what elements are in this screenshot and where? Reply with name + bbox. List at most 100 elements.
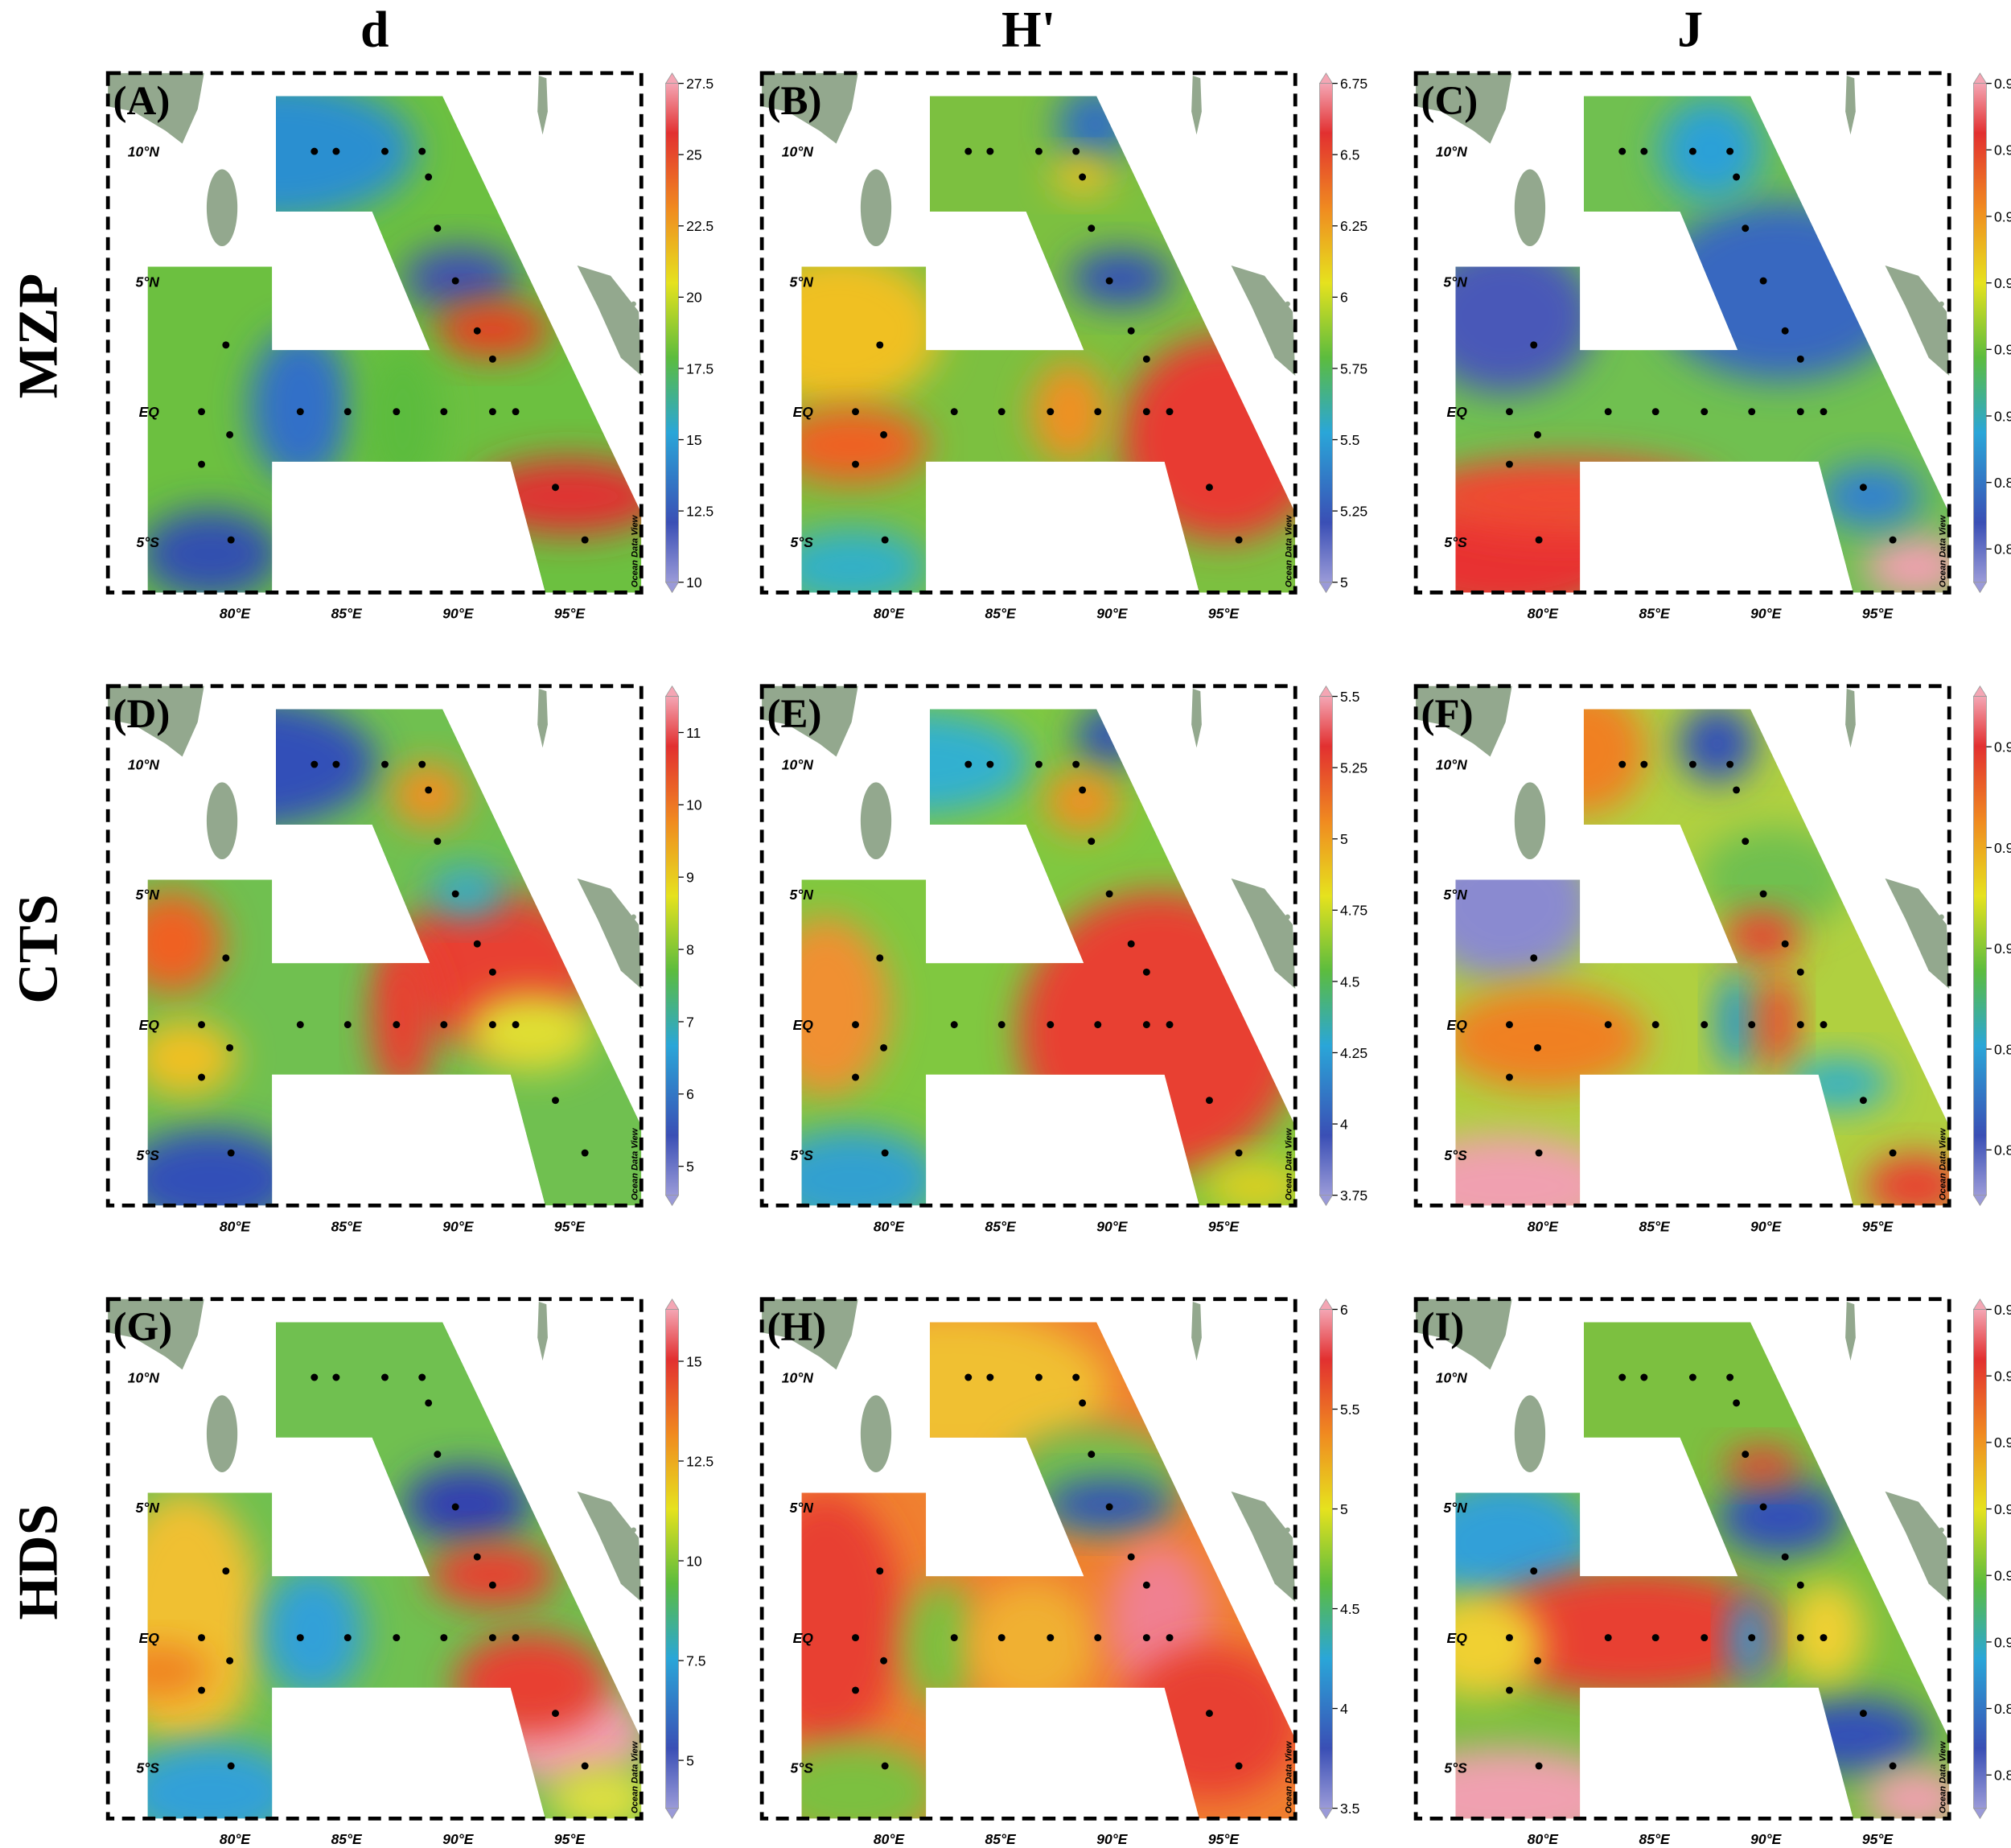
station xyxy=(1142,1021,1150,1029)
field-blob xyxy=(801,1491,903,1748)
lon-label: 95°E xyxy=(1208,1218,1240,1234)
colorbar-tick-label: 0.94 xyxy=(1994,142,2011,158)
station xyxy=(488,968,496,976)
map-frame xyxy=(105,684,644,1208)
station xyxy=(222,954,230,962)
colorbar-tick-label: 4.5 xyxy=(1340,1601,1359,1617)
map-frame xyxy=(759,71,1297,595)
land xyxy=(1191,688,1202,748)
station xyxy=(1072,760,1080,768)
station xyxy=(440,1021,448,1029)
land xyxy=(108,685,204,757)
colorbar-tick-label: 6 xyxy=(686,1086,694,1102)
station xyxy=(950,1021,958,1029)
station xyxy=(1072,1373,1080,1381)
land xyxy=(1845,76,1856,135)
station xyxy=(1618,1373,1626,1381)
land xyxy=(631,914,636,920)
station xyxy=(1505,1021,1513,1029)
row-title: HDS xyxy=(7,1504,69,1620)
land xyxy=(577,878,642,989)
field-blob xyxy=(1455,1478,1596,1607)
map-frame xyxy=(1413,71,1951,595)
field-blob xyxy=(1069,249,1173,307)
station xyxy=(434,838,442,846)
land xyxy=(1416,1299,1512,1370)
station xyxy=(852,1686,859,1694)
watermark: Ocean Data View xyxy=(1938,1127,1947,1200)
field-blob xyxy=(147,891,224,994)
station xyxy=(880,430,888,438)
station xyxy=(1748,1021,1756,1029)
station xyxy=(1505,1686,1513,1694)
field-blob xyxy=(147,1019,236,1097)
land xyxy=(1285,1527,1290,1533)
map-panel: (C) 10°N 5°N EQ 5°S 80°E 85°E 90°E 95°E Ocean Dat… xyxy=(1413,71,2011,621)
map-frame xyxy=(105,1297,644,1821)
field-blob xyxy=(147,1128,301,1206)
station xyxy=(1742,1451,1750,1459)
station xyxy=(512,408,520,416)
station xyxy=(1534,430,1541,438)
colorbar-tick-label: 5.5 xyxy=(1340,1401,1359,1418)
colorbar-tick-label: 0.92 xyxy=(1994,1501,2011,1517)
station xyxy=(1079,1399,1087,1407)
station xyxy=(1094,1634,1102,1642)
station xyxy=(1142,408,1150,416)
colorbar-tick-label: 0.89 xyxy=(1994,1701,2011,1717)
land xyxy=(1191,1301,1202,1361)
lat-label: 5°S xyxy=(1444,1760,1467,1776)
field-blob xyxy=(1455,1594,1544,1697)
station xyxy=(198,1634,206,1642)
colorbar-end xyxy=(1972,72,1988,84)
lon-label: 80°E xyxy=(220,1218,251,1234)
field-blob xyxy=(1056,96,1134,163)
watermark: Ocean Data View xyxy=(1938,514,1947,587)
lat-label: 5°N xyxy=(789,887,813,903)
station xyxy=(198,1021,206,1029)
colorbar xyxy=(665,83,679,583)
colorbar-end xyxy=(664,1299,680,1310)
contour-field xyxy=(1455,709,1950,1206)
colorbar-tick-label: 0.94 xyxy=(1994,739,2011,755)
lon-label: 80°E xyxy=(220,605,251,621)
lat-label: EQ xyxy=(1447,1017,1468,1033)
lon-label: 90°E xyxy=(1750,605,1782,621)
lat-label: EQ xyxy=(793,404,814,420)
station xyxy=(881,1149,889,1157)
station xyxy=(1748,408,1756,416)
lat-label: 10°N xyxy=(128,1369,159,1385)
station xyxy=(1034,1373,1043,1381)
lat-label: 5°N xyxy=(789,274,813,290)
lon-label: 80°E xyxy=(874,1218,905,1234)
watermark: Ocean Data View xyxy=(1284,1127,1293,1200)
lat-label: 10°N xyxy=(128,143,159,159)
colorbar-end xyxy=(664,72,680,84)
station xyxy=(198,1073,206,1081)
land xyxy=(631,301,636,307)
colorbar-tick-label: 0.92 xyxy=(1994,840,2011,856)
field-blob xyxy=(801,1128,942,1206)
map-panel: (A) 10°N 5°N EQ 5°S 80°E 85°E 90°E 95°E Ocean Dat… xyxy=(105,71,714,621)
field-blob xyxy=(1717,970,1756,1074)
station xyxy=(1820,408,1828,416)
station xyxy=(1127,1553,1135,1561)
colorbar-end xyxy=(664,685,680,697)
colorbar xyxy=(1973,83,1987,583)
station xyxy=(1604,408,1612,416)
column-title: J xyxy=(1677,0,1703,57)
field-blob xyxy=(1121,1645,1296,1800)
field-blob xyxy=(1204,1160,1296,1206)
panel-label: (G) xyxy=(113,1305,173,1350)
field-blob xyxy=(550,1767,642,1819)
station xyxy=(1820,1021,1828,1029)
colorbar-tick-label: 12.5 xyxy=(686,1453,714,1469)
land xyxy=(1845,688,1856,748)
field-blob xyxy=(967,1581,1096,1710)
colorbar-end xyxy=(1972,1299,1988,1310)
field-blob xyxy=(434,301,551,358)
station xyxy=(1781,940,1789,948)
colorbar-tick-label: 0.9 xyxy=(1994,1634,2011,1650)
station xyxy=(852,1073,859,1081)
colorbar-tick-label: 0.9 xyxy=(1994,408,2011,424)
